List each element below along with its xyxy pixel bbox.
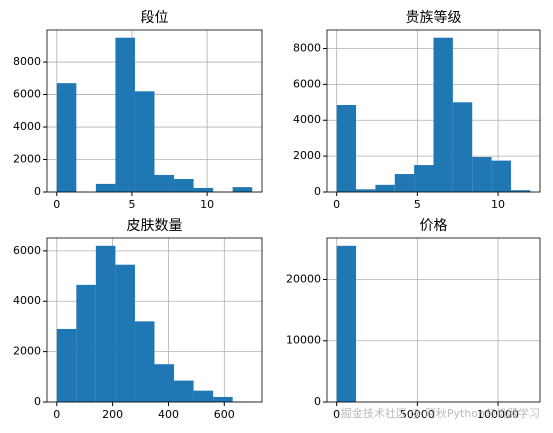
- bars: [56, 37, 253, 192]
- subplot-title: 贵族等级: [406, 9, 462, 26]
- subplot-title: 皮肤数量: [127, 218, 183, 234]
- y-tick-label: 2000: [13, 345, 41, 358]
- bar: [154, 174, 175, 192]
- bars: [336, 37, 531, 192]
- x-tick-label: 0: [333, 408, 340, 421]
- x-tick-label: 0: [333, 198, 340, 211]
- axes-frame: [46, 237, 263, 403]
- bar: [336, 245, 357, 402]
- bar: [375, 184, 395, 192]
- bar: [232, 187, 253, 192]
- subplot: 价格: [420, 218, 448, 234]
- x-tick-label: 0: [53, 408, 60, 421]
- x-tick-label: 50000: [400, 408, 435, 421]
- bar: [134, 321, 155, 402]
- axes-frame: [326, 237, 541, 403]
- bar: [193, 390, 214, 402]
- bar: [174, 179, 194, 192]
- subplot: 贵族等级: [406, 9, 462, 26]
- bar: [433, 37, 453, 192]
- subplot-title: 段位: [141, 10, 169, 26]
- bar: [95, 245, 116, 402]
- subplot: 段位: [141, 10, 169, 26]
- bar: [193, 187, 214, 192]
- bar: [394, 174, 415, 192]
- bar: [452, 102, 473, 192]
- x-tick-label: 100000: [477, 408, 519, 421]
- y-tick-label: 0: [34, 185, 41, 198]
- bar: [115, 37, 135, 192]
- x-tick-label: 200: [102, 408, 123, 421]
- bar: [213, 396, 233, 402]
- bar: [356, 189, 376, 192]
- bar: [336, 104, 357, 192]
- x-tick-label: 400: [158, 408, 179, 421]
- y-tick-label: 8000: [293, 41, 321, 54]
- bar: [510, 190, 531, 192]
- x-tick-label: 10: [200, 198, 214, 211]
- axes-frame: [326, 29, 541, 193]
- y-tick-label: 10000: [286, 334, 321, 347]
- y-tick-label: 6000: [13, 244, 41, 257]
- bar: [414, 165, 434, 192]
- bar: [56, 328, 77, 402]
- bar: [134, 91, 155, 192]
- y-tick-label: 0: [314, 185, 321, 198]
- y-tick-label: 4000: [13, 294, 41, 307]
- x-tick-label: 5: [128, 198, 135, 211]
- subplot: 皮肤数量: [127, 218, 183, 234]
- bar: [56, 83, 77, 192]
- bar: [174, 380, 194, 402]
- y-tick-label: 2000: [13, 153, 41, 166]
- y-tick-label: 0: [34, 395, 41, 408]
- axes-frame: [46, 29, 263, 193]
- y-tick-label: 6000: [13, 88, 41, 101]
- bar: [95, 183, 116, 192]
- bar: [154, 364, 175, 402]
- y-tick-label: 6000: [293, 77, 321, 90]
- y-tick-label: 4000: [293, 113, 321, 126]
- subplot-title: 价格: [420, 218, 448, 234]
- x-tick-label: 5: [414, 198, 421, 211]
- x-tick-label: 0: [53, 198, 60, 211]
- y-tick-label: 2000: [293, 149, 321, 162]
- x-tick-label: 10: [491, 198, 505, 211]
- bar: [491, 160, 511, 192]
- y-tick-label: 20000: [286, 272, 321, 285]
- bar: [115, 264, 135, 402]
- y-tick-label: 8000: [13, 55, 41, 68]
- bars: [336, 245, 357, 402]
- x-tick-label: 600: [214, 408, 235, 421]
- y-tick-label: 0: [314, 395, 321, 408]
- bars: [56, 245, 253, 402]
- y-tick-label: 4000: [13, 120, 41, 133]
- bar: [76, 284, 96, 402]
- bar: [472, 157, 492, 192]
- watermark: 掘金技术社区 @ 阿秋Python与机器学习: [341, 406, 540, 420]
